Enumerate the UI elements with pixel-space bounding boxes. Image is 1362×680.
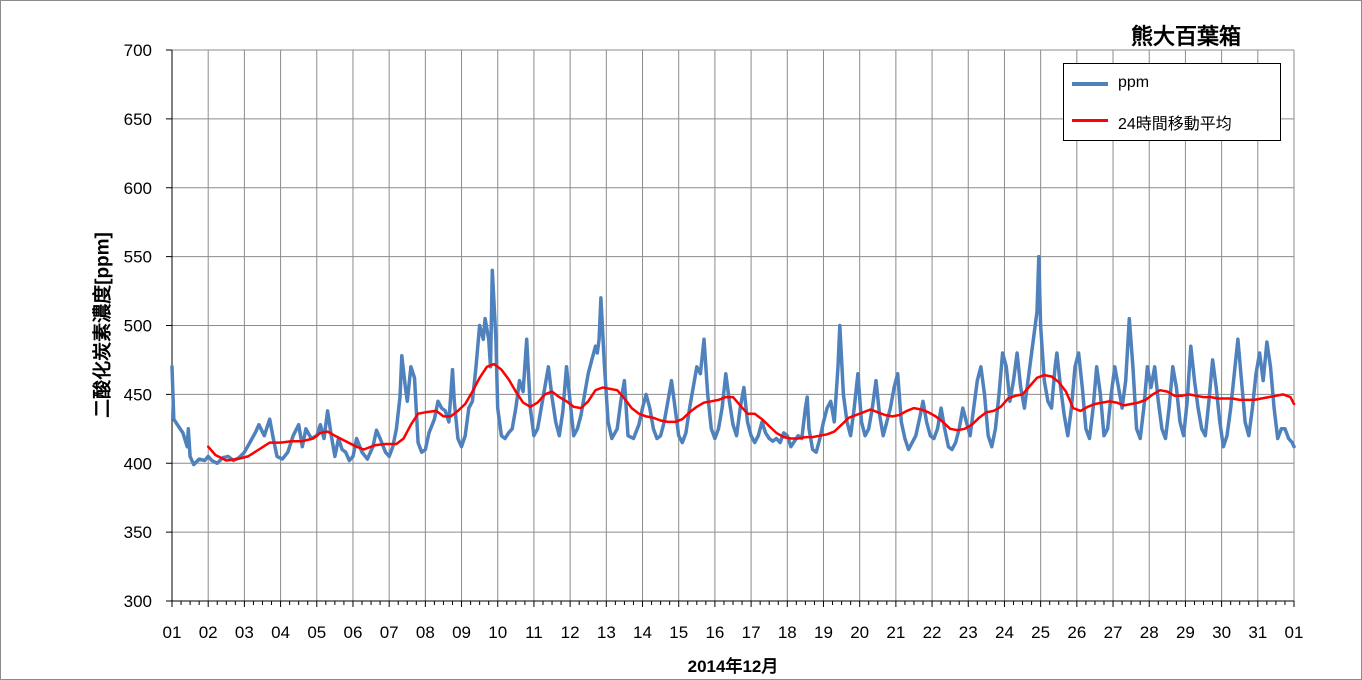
series-lines bbox=[170, 254, 1296, 467]
legend-label-ppm: ppm bbox=[1118, 74, 1150, 91]
legend-item-ppm: ppm bbox=[1072, 72, 1277, 96]
x-tick-label: 22 bbox=[923, 623, 942, 642]
x-tick-label: 06 bbox=[344, 623, 363, 642]
y-tick-label: 350 bbox=[124, 523, 152, 542]
x-tick-label: 12 bbox=[561, 623, 580, 642]
x-tick-label: 10 bbox=[488, 623, 507, 642]
x-tick-label: 09 bbox=[452, 623, 471, 642]
y-tick-label: 500 bbox=[124, 317, 152, 336]
x-tick-label: 30 bbox=[1212, 623, 1231, 642]
x-tick-label: 13 bbox=[597, 623, 616, 642]
legend: ppm 24時間移動平均 bbox=[1063, 63, 1281, 141]
y-tick-label: 400 bbox=[124, 454, 152, 473]
x-tick-label: 02 bbox=[199, 623, 218, 642]
axes: 300 350 400 450 500 550 600 650 700 01 02 03 04 05 06 0… bbox=[124, 41, 1304, 642]
x-tick-label: 26 bbox=[1067, 623, 1086, 642]
chart-title: 熊大百葉箱 bbox=[1130, 24, 1241, 49]
x-tick-label: 20 bbox=[850, 623, 869, 642]
x-tick-label: 04 bbox=[271, 623, 290, 642]
x-tick-label: 29 bbox=[1176, 623, 1195, 642]
y-tick-label: 700 bbox=[124, 41, 152, 60]
series-line-moving-average bbox=[206, 362, 1296, 462]
x-tick-label: 01 bbox=[163, 623, 182, 642]
x-tick-label: 19 bbox=[814, 623, 833, 642]
x-tick-label: 05 bbox=[307, 623, 326, 642]
series-line-ppm bbox=[170, 254, 1296, 467]
legend-swatch-ppm bbox=[1072, 82, 1108, 86]
x-tick-label: 25 bbox=[1031, 623, 1050, 642]
legend-swatch-moving-average bbox=[1072, 119, 1108, 122]
x-tick-label: 01 bbox=[1285, 623, 1304, 642]
x-tick-label: 17 bbox=[742, 623, 761, 642]
x-tick-label: 21 bbox=[886, 623, 905, 642]
x-tick-label: 27 bbox=[1104, 623, 1123, 642]
y-tick-label: 300 bbox=[124, 592, 152, 611]
x-tick-label: 23 bbox=[959, 623, 978, 642]
y-tick-label: 550 bbox=[124, 248, 152, 267]
y-axis-label: 二酸化炭素濃度[ppm] bbox=[92, 232, 114, 418]
gridlines bbox=[171, 49, 1295, 602]
x-tick-label: 28 bbox=[1140, 623, 1159, 642]
x-tick-label: 18 bbox=[778, 623, 797, 642]
x-tick-label: 16 bbox=[705, 623, 724, 642]
x-tick-label: 11 bbox=[525, 623, 543, 642]
y-tick-label: 600 bbox=[124, 179, 152, 198]
y-tick-label: 450 bbox=[124, 385, 152, 404]
legend-label-moving-average: 24時間移動平均 bbox=[1118, 116, 1232, 133]
x-tick-label: 14 bbox=[633, 623, 652, 642]
x-tick-label: 07 bbox=[380, 623, 399, 642]
x-tick-label: 24 bbox=[995, 623, 1014, 642]
y-tick-label: 650 bbox=[124, 110, 152, 129]
legend-item-moving-average: 24時間移動平均 bbox=[1072, 108, 1277, 133]
x-tick-label: 03 bbox=[235, 623, 254, 642]
x-tick-label: 15 bbox=[669, 623, 688, 642]
x-tick-label: 08 bbox=[416, 623, 435, 642]
x-tick-label: 31 bbox=[1248, 623, 1267, 642]
x-axis-label: 2014年12月 bbox=[687, 657, 779, 676]
